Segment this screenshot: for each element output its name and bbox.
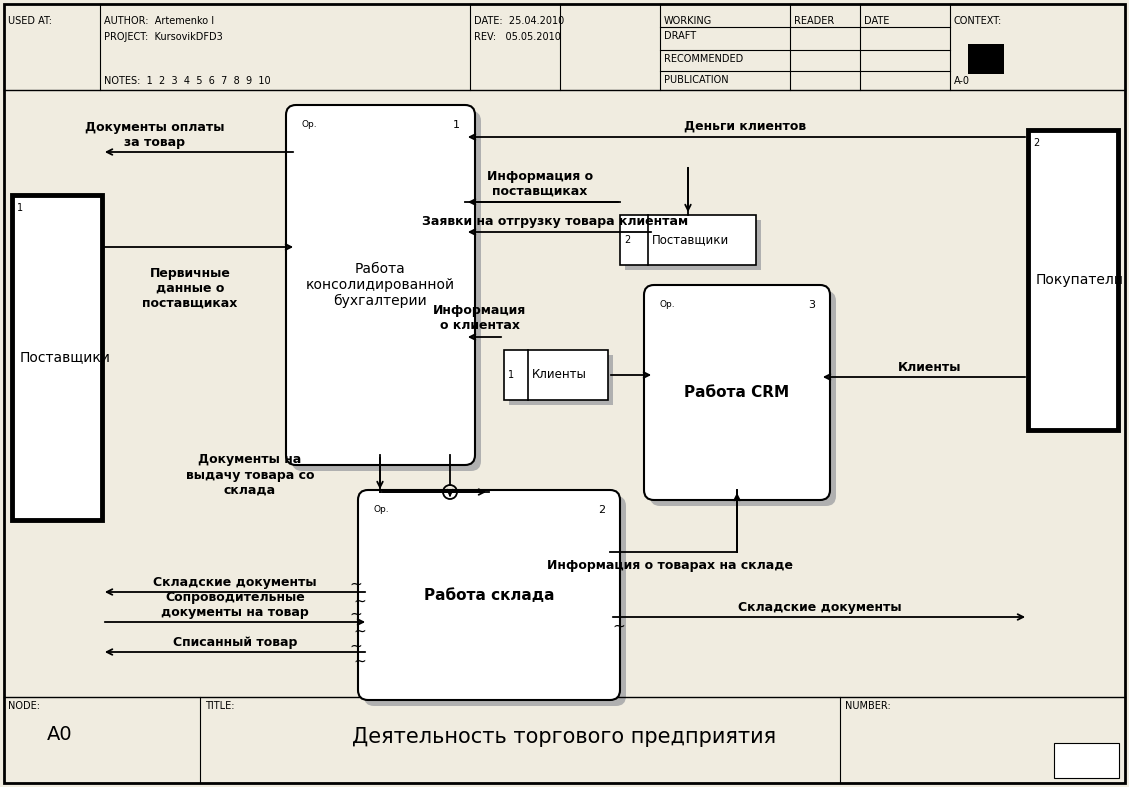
Text: ~: ~ <box>353 654 366 669</box>
FancyBboxPatch shape <box>292 111 481 471</box>
Bar <box>509 355 613 405</box>
Text: Документы на
выдачу товара со
склада: Документы на выдачу товара со склада <box>186 453 314 497</box>
FancyBboxPatch shape <box>358 490 620 700</box>
Text: 2: 2 <box>624 235 630 245</box>
Text: ~: ~ <box>349 639 362 654</box>
Text: CONTEXT:: CONTEXT: <box>954 16 1003 26</box>
Text: DATE:  25.04.2010: DATE: 25.04.2010 <box>474 16 564 26</box>
Bar <box>1029 130 1118 430</box>
FancyBboxPatch shape <box>364 496 625 706</box>
Text: Работа
консолидированной
бухгалтерии: Работа консолидированной бухгалтерии <box>306 262 455 309</box>
Text: A0: A0 <box>47 725 72 744</box>
Text: Поставщики: Поставщики <box>20 350 111 364</box>
Text: ~: ~ <box>353 624 366 639</box>
Text: Документы оплаты
за товар: Документы оплаты за товар <box>86 121 225 149</box>
Text: Деньги клиентов: Деньги клиентов <box>684 120 806 133</box>
Bar <box>968 44 1004 74</box>
Text: ~: ~ <box>612 619 624 634</box>
Text: A-0: A-0 <box>954 76 970 86</box>
FancyBboxPatch shape <box>286 105 475 465</box>
Text: 1: 1 <box>17 203 23 213</box>
FancyBboxPatch shape <box>650 291 835 506</box>
Text: Информация о товарах на складе: Информация о товарах на складе <box>546 559 793 572</box>
Text: Op.: Op. <box>373 505 388 514</box>
Bar <box>625 220 761 270</box>
Text: Поставщики: Поставщики <box>653 234 729 246</box>
Text: NUMBER:: NUMBER: <box>844 701 891 711</box>
Text: Первичные
данные о
поставщиках: Первичные данные о поставщиках <box>142 267 238 310</box>
Text: 2: 2 <box>598 505 605 515</box>
Text: Op.: Op. <box>659 300 675 309</box>
Text: NODE:: NODE: <box>8 701 40 711</box>
Text: PUBLICATION: PUBLICATION <box>664 75 728 85</box>
Text: TITLE:: TITLE: <box>205 701 235 711</box>
Text: AUTHOR:  Artemenko I: AUTHOR: Artemenko I <box>104 16 215 26</box>
Text: DRAFT: DRAFT <box>664 31 697 41</box>
Text: ~: ~ <box>349 577 362 592</box>
Text: PROJECT:  KursovikDFD3: PROJECT: KursovikDFD3 <box>104 32 222 42</box>
Text: 1: 1 <box>508 370 514 380</box>
Bar <box>1054 743 1119 778</box>
Text: 2: 2 <box>1033 138 1040 148</box>
Bar <box>12 195 102 520</box>
Text: Информация
о клиентах: Информация о клиентах <box>434 304 526 332</box>
Text: 3: 3 <box>808 300 815 310</box>
Text: RECOMMENDED: RECOMMENDED <box>664 54 743 65</box>
Text: Списанный товар: Списанный товар <box>173 636 297 649</box>
Text: Заявки на отгрузку товара клиентам: Заявки на отгрузку товара клиентам <box>422 215 688 228</box>
Text: ~: ~ <box>353 594 366 609</box>
Text: Сопроводительные
документы на товар: Сопроводительные документы на товар <box>161 591 309 619</box>
Bar <box>620 215 756 265</box>
Bar <box>504 350 609 400</box>
Text: Op.: Op. <box>301 120 316 129</box>
FancyBboxPatch shape <box>644 285 830 500</box>
Text: NOTES:  1  2  3  4  5  6  7  8  9  10: NOTES: 1 2 3 4 5 6 7 8 9 10 <box>104 76 271 86</box>
Text: DATE: DATE <box>864 16 890 26</box>
Text: Клиенты: Клиенты <box>899 361 962 374</box>
Text: Складские документы: Складские документы <box>154 576 317 589</box>
Text: Деятельность торгового предприятия: Деятельность торгового предприятия <box>352 727 777 747</box>
Text: Клиенты: Клиенты <box>532 368 587 382</box>
Text: Складские документы: Складские документы <box>738 601 902 614</box>
Text: Работа склада: Работа склада <box>423 588 554 603</box>
Text: READER: READER <box>794 16 834 26</box>
Text: USED AT:: USED AT: <box>8 16 52 26</box>
Text: WORKING: WORKING <box>664 16 712 26</box>
Text: ~: ~ <box>349 607 362 622</box>
Text: Информация о
поставщиках: Информация о поставщиках <box>487 170 593 198</box>
Text: Работа CRM: Работа CRM <box>684 385 789 400</box>
Text: 1: 1 <box>453 120 460 130</box>
Text: REV:   05.05.2010: REV: 05.05.2010 <box>474 32 561 42</box>
Text: Покупатели: Покупатели <box>1036 273 1124 287</box>
